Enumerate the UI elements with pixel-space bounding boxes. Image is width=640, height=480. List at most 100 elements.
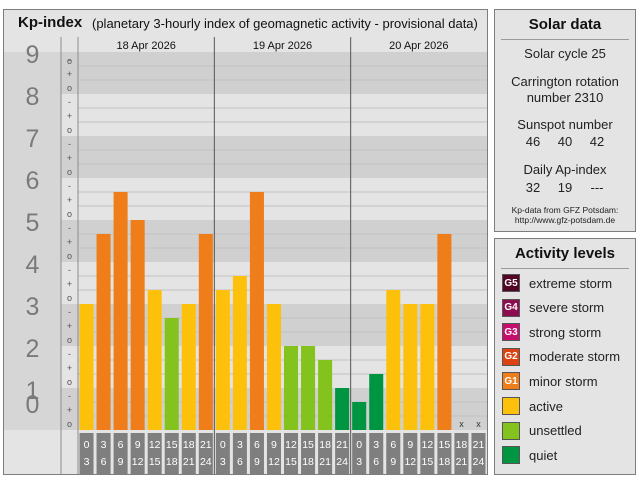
- kp-chart: 0123456789o+-o+-o+-o+-o+-o+-o+-o+-o+-o18…: [4, 37, 487, 474]
- solar-data-title: Solar data: [528, 16, 602, 33]
- carrington-rotation-number: number 2310: [526, 90, 604, 105]
- sub-tick: +: [67, 153, 72, 163]
- interval-cell: [454, 433, 469, 474]
- legend-swatch: G5: [502, 274, 520, 292]
- interval-cell: [130, 433, 145, 474]
- interval-end-label: 3: [356, 456, 362, 468]
- kp-bar: [96, 233, 111, 430]
- interval-cell: [164, 433, 179, 474]
- sub-tick: o: [67, 293, 72, 303]
- kp-title: Kp-index: [18, 14, 83, 31]
- solar-data-divider: [501, 39, 629, 40]
- interval-start-label: 0: [356, 439, 362, 451]
- y-tick-label: 7: [26, 125, 40, 153]
- interval-end-label: 12: [132, 456, 144, 468]
- ap-values: 32 19 ---: [495, 180, 635, 195]
- legend-label: severe storm: [529, 300, 605, 316]
- sunspot-value: 42: [589, 134, 605, 149]
- legend-swatch: G4: [502, 298, 520, 317]
- sunspot-value: 40: [557, 134, 573, 149]
- legend-swatch: [502, 421, 520, 440]
- y-tick-label: 9: [26, 41, 40, 69]
- interval-start-label: 15: [439, 439, 451, 451]
- kp-bar: [215, 290, 230, 430]
- interval-start-label: 9: [271, 439, 277, 451]
- interval-start-label: 12: [285, 439, 297, 451]
- interval-start-label: 6: [390, 439, 396, 451]
- legend-swatch: G1: [502, 372, 520, 391]
- kp-bar: [147, 290, 162, 430]
- activity-levels-title: Activity levels: [514, 245, 616, 262]
- kp-bar: [318, 359, 333, 430]
- interval-cell: [403, 433, 418, 474]
- sub-tick: +: [67, 69, 72, 79]
- interval-cell: [249, 433, 264, 474]
- interval-cell: [335, 433, 350, 474]
- kp-bar: [420, 304, 435, 430]
- interval-end-label: 18: [439, 456, 451, 468]
- kp-bar: [164, 317, 179, 430]
- interval-end-label: 3: [220, 456, 226, 468]
- interval-cell: [198, 433, 213, 474]
- legend-swatch: G3: [502, 323, 520, 342]
- interval-cell: [386, 433, 401, 474]
- kp-bar: [266, 304, 281, 430]
- interval-cell: [181, 433, 196, 474]
- activity-levels-panel: Activity levels G5 extreme storm G4 severe …: [494, 238, 636, 475]
- legend-swatch: [502, 397, 520, 415]
- interval-cell: [79, 433, 94, 474]
- sub-tick: +: [67, 111, 72, 121]
- legend-item: G4 severe storm: [502, 298, 604, 318]
- kp-bar: [79, 304, 94, 430]
- interval-start-label: 9: [135, 439, 141, 451]
- interval-start-label: 3: [101, 439, 107, 451]
- sub-tick: o: [67, 209, 72, 219]
- interval-cell: [471, 433, 486, 474]
- sub-tick: +: [67, 195, 72, 205]
- interval-start-label: 18: [319, 439, 331, 451]
- sub-tick: +: [67, 321, 72, 331]
- kp-subtitle: (planetary 3-hourly index of geomagnetic…: [92, 16, 478, 31]
- interval-start-label: 15: [166, 439, 178, 451]
- interval-cell: [232, 433, 247, 474]
- interval-start-label: 21: [473, 439, 485, 451]
- interval-start-label: 12: [149, 439, 161, 451]
- sub-tick: -: [68, 97, 71, 107]
- y-tick-label: 0: [26, 391, 40, 419]
- interval-end-label: 9: [254, 456, 260, 468]
- interval-cell: [369, 433, 384, 474]
- interval-end-label: 18: [166, 456, 178, 468]
- kp-bar: [437, 233, 452, 430]
- interval-cell: [266, 433, 281, 474]
- interval-cell: [437, 433, 452, 474]
- interval-end-label: 15: [285, 456, 297, 468]
- kp-bar: [249, 191, 264, 430]
- source-line: Kp-data from GFZ Potsdam:: [511, 205, 619, 215]
- interval-start-label: 21: [200, 439, 212, 451]
- interval-cell: [113, 433, 128, 474]
- sunspot-number-title: Sunspot number: [517, 117, 613, 132]
- ap-value: ---: [590, 180, 604, 195]
- legend-label: quiet: [529, 447, 558, 463]
- sub-tick: o: [67, 125, 72, 135]
- sub-tick: +: [67, 405, 72, 415]
- interval-end-label: 15: [149, 456, 161, 468]
- y-tick-label: 1: [26, 377, 40, 405]
- sub-tick: o: [67, 83, 72, 93]
- source-url: http://www.gfz-potsdam.de: [514, 215, 616, 225]
- legend-label: extreme storm: [529, 275, 613, 291]
- interval-end-label: 3: [84, 456, 90, 468]
- kp-index-panel: Kp-index (planetary 3-hourly index of ge…: [3, 9, 488, 475]
- interval-end-label: 12: [404, 456, 416, 468]
- y-tick-label: 6: [26, 167, 40, 195]
- interval-start-label: 12: [422, 439, 434, 451]
- legend-item: G2 moderate storm: [502, 347, 620, 367]
- interval-cell: [215, 433, 230, 474]
- legend-label: minor storm: [529, 373, 598, 389]
- interval-end-label: 21: [319, 456, 331, 468]
- sub-tick: -: [68, 181, 71, 191]
- interval-end-label: 24: [473, 456, 485, 468]
- sub-tick: +: [67, 279, 72, 289]
- sub-tick: o: [67, 251, 72, 261]
- sub-tick: -: [68, 265, 71, 275]
